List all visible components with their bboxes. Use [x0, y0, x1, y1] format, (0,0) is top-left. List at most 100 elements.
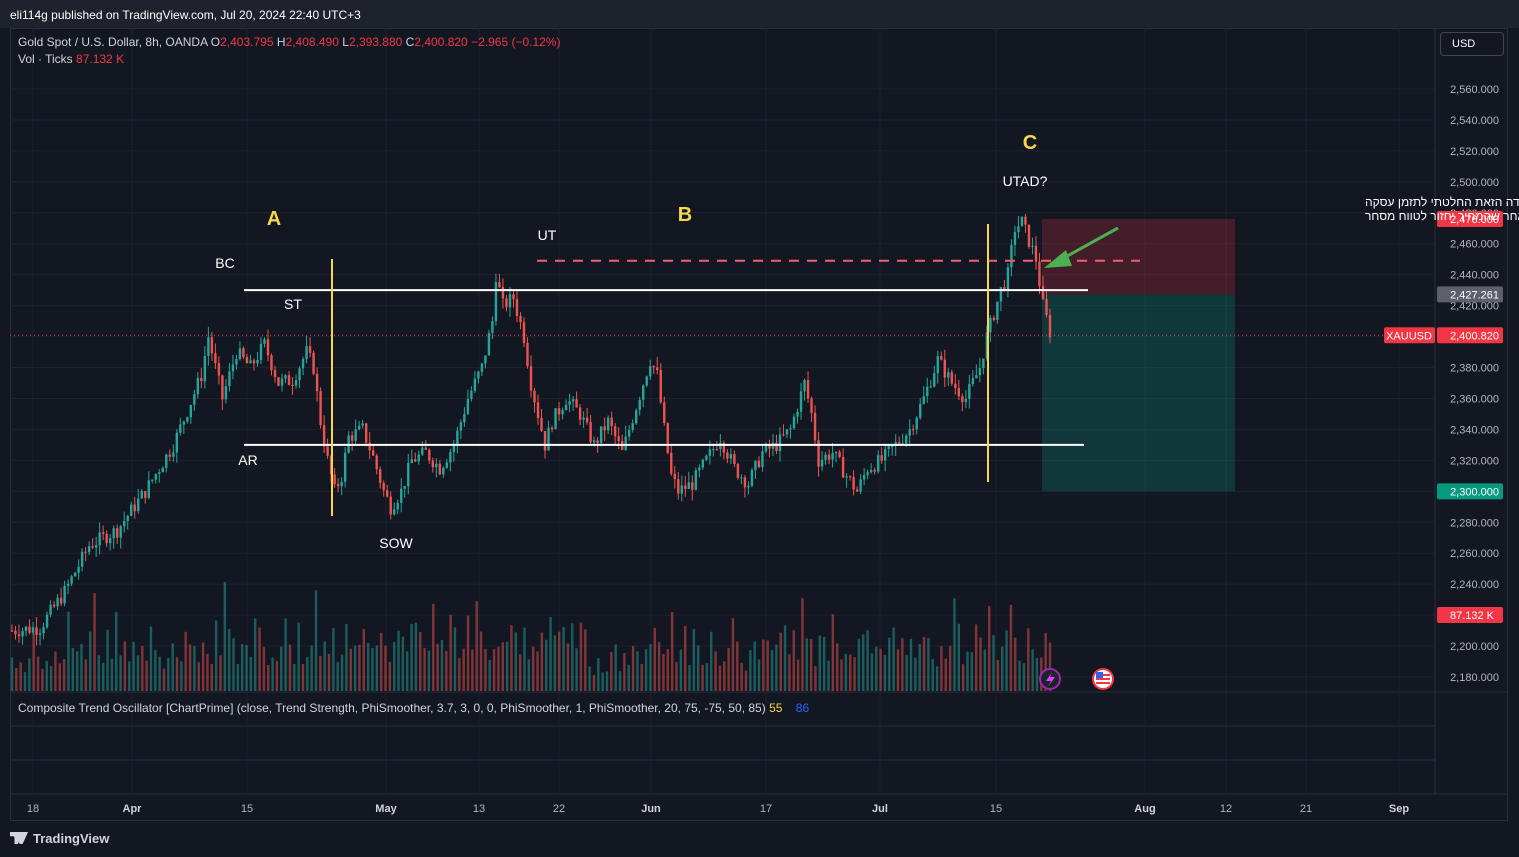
tradingview-logo[interactable]: TradingView — [10, 831, 109, 846]
tradingview-logo-icon — [10, 832, 28, 844]
candle-body — [1041, 286, 1045, 300]
candle-body — [873, 469, 876, 472]
y-tick-label: 2,380.000 — [1450, 363, 1499, 375]
candle-body — [838, 451, 841, 457]
volume-bar — [336, 662, 339, 691]
candle-body — [922, 396, 925, 404]
candle-body — [708, 449, 712, 456]
candle-body — [898, 442, 901, 444]
volume-bar — [849, 654, 852, 691]
candle-body — [414, 459, 417, 462]
volume-bar — [809, 639, 813, 691]
volume-bar — [683, 626, 687, 691]
candle-body — [571, 399, 575, 402]
volume-bar — [62, 659, 66, 691]
annotation-label: UT — [538, 227, 557, 243]
candle-body — [635, 410, 638, 424]
candle-body — [105, 533, 108, 544]
volume-bar — [571, 623, 574, 691]
volume-bar — [679, 649, 683, 691]
volume-tag — [1437, 607, 1503, 623]
volume-bar — [349, 648, 352, 691]
candle-body — [957, 388, 961, 397]
candle-body — [803, 380, 806, 392]
volume-bar — [314, 590, 318, 691]
volume-bar — [258, 627, 261, 691]
candle-body — [599, 426, 603, 443]
candle-body — [533, 390, 536, 403]
candle-body — [855, 489, 859, 492]
candle-body — [866, 472, 869, 476]
candle-body — [568, 401, 571, 405]
candle-body — [189, 404, 193, 418]
candle-body — [452, 445, 456, 453]
candle-body — [108, 538, 112, 544]
volume-bar — [384, 645, 387, 691]
volume-bar — [757, 659, 761, 691]
oscillator-legend[interactable]: Composite Trend Oscillator [ChartPrime] … — [18, 701, 809, 715]
x-tick-label: May — [375, 803, 397, 815]
volume-bar — [927, 638, 930, 691]
candle-body — [799, 391, 803, 412]
volume-bar — [631, 646, 635, 691]
volume-bar — [345, 624, 348, 691]
candle-body — [754, 460, 757, 471]
candle-body — [179, 424, 182, 433]
volume-bar — [740, 662, 743, 691]
volume-bar — [844, 653, 848, 691]
candle-body — [1003, 287, 1006, 290]
volume-bar — [423, 647, 426, 691]
candle-body — [158, 472, 161, 475]
y-tick-label: 2,520.000 — [1450, 146, 1499, 158]
us-flag-event-icon[interactable] — [1092, 668, 1114, 690]
volume-bar — [232, 638, 235, 691]
volume-bar — [657, 642, 661, 691]
candle-body — [182, 421, 186, 425]
volume-bar — [149, 626, 153, 691]
candle-body — [827, 454, 831, 460]
candle-body — [747, 485, 750, 488]
oscillator-value-3: 86 — [795, 701, 810, 715]
candle-body — [515, 299, 519, 316]
x-tick-label: 17 — [760, 803, 772, 815]
volume-bar — [505, 641, 509, 691]
lightning-event-icon[interactable] — [1039, 668, 1061, 690]
candle-body — [45, 614, 49, 628]
volume-bar — [697, 645, 700, 691]
volume-bar — [536, 651, 539, 691]
volume-bar — [857, 638, 861, 691]
currency-button[interactable]: USD — [1440, 32, 1504, 56]
price-tag-label: 2,427.261 — [1450, 289, 1499, 301]
volume-bar — [323, 641, 326, 691]
candle-body — [869, 469, 873, 473]
volume-label[interactable]: Vol · Ticks — [18, 52, 73, 66]
candle-body — [820, 459, 824, 467]
volume-bar — [753, 641, 756, 691]
volume-bar — [267, 664, 270, 691]
candle-body — [322, 425, 326, 447]
candle-body — [354, 429, 357, 441]
volume-bar — [940, 646, 943, 691]
volume-bar — [45, 661, 48, 691]
volume-bar — [731, 618, 735, 691]
candle-body — [810, 398, 813, 413]
volume-bar — [162, 668, 166, 691]
volume-bar — [332, 628, 335, 691]
price-tag — [1437, 286, 1503, 303]
candle-body — [561, 410, 564, 415]
volume-bar — [831, 614, 835, 691]
volume-bar — [870, 653, 874, 691]
volume-bar — [592, 675, 596, 691]
symbol-name[interactable]: Gold Spot / U.S. Dollar, 8h, OANDA — [18, 35, 208, 49]
candle-body — [298, 368, 301, 381]
volume-bar — [770, 650, 774, 691]
x-tick-label: 13 — [473, 803, 485, 815]
volume-bar — [401, 636, 405, 691]
volume-bar — [718, 665, 722, 691]
candle-body — [1045, 299, 1048, 316]
candle-body — [137, 498, 140, 512]
green-arrow-icon — [1044, 226, 1119, 268]
annotation-label: UTAD? — [1003, 173, 1048, 189]
y-tick-label: 2,260.000 — [1450, 548, 1499, 560]
